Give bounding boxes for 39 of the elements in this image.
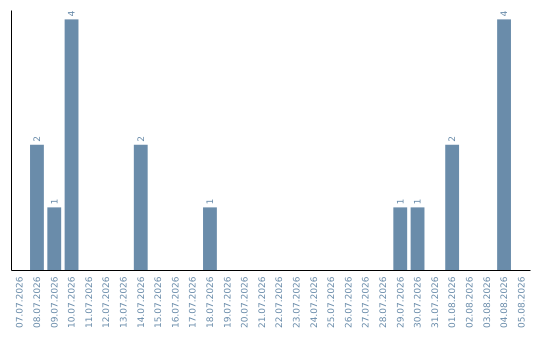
x-tick-label: 08.07.2026 (32, 276, 43, 328)
x-tick-label: 14.07.2026 (136, 276, 147, 328)
x-tick-label: 13.07.2026 (119, 276, 130, 328)
data-label: 1 (50, 198, 60, 204)
x-tick-label: 22.07.2026 (275, 276, 286, 328)
x-tick-label: 30.07.2026 (414, 276, 424, 328)
x-tick-label: 11.07.2026 (84, 276, 95, 328)
x-tick-label: 04.08.2026 (500, 276, 510, 328)
data-label: 2 (448, 136, 458, 142)
x-tick-label: 25.07.2026 (327, 276, 338, 328)
x-tick-label: 28.07.2026 (378, 276, 389, 328)
x-tick-label: 18.07.2026 (206, 276, 216, 328)
x-tick-label: 16.07.2026 (171, 276, 182, 328)
x-tick-label: 23.07.2026 (292, 276, 302, 328)
data-label: 1 (206, 198, 216, 204)
x-tick-label: 24.07.2026 (310, 276, 320, 328)
x-tick-label: 20.07.2026 (240, 276, 251, 328)
x-tick-label: 02.08.2026 (465, 276, 476, 328)
data-label: 4 (68, 10, 78, 16)
x-tick-label: 07.07.2026 (16, 276, 26, 328)
x-tick-label: 09.07.2026 (50, 276, 60, 328)
data-label: 2 (136, 136, 147, 142)
x-tick-label: 27.07.2026 (362, 276, 372, 328)
x-tick-label: 21.07.2026 (258, 276, 268, 328)
x-tick-label: 15.07.2026 (154, 276, 164, 328)
data-label: 2 (32, 136, 43, 142)
x-tick-label: 26.07.2026 (344, 276, 354, 328)
data-label: 4 (500, 10, 510, 16)
x-tick-label: 19.07.2026 (223, 276, 234, 328)
x-tick-label: 29.07.2026 (396, 276, 406, 328)
x-tick-label: 17.07.2026 (188, 276, 199, 328)
data-label: 1 (414, 198, 424, 204)
x-tick-label: 05.08.2026 (517, 276, 528, 328)
x-tick-label: 31.07.2026 (430, 276, 441, 328)
data-label: 1 (396, 198, 406, 204)
x-tick-label: 01.08.2026 (448, 276, 458, 328)
x-tick-label: 10.07.2026 (68, 276, 78, 328)
x-tick-label: 12.07.2026 (102, 276, 112, 328)
x-tick-label: 03.08.2026 (482, 276, 493, 328)
